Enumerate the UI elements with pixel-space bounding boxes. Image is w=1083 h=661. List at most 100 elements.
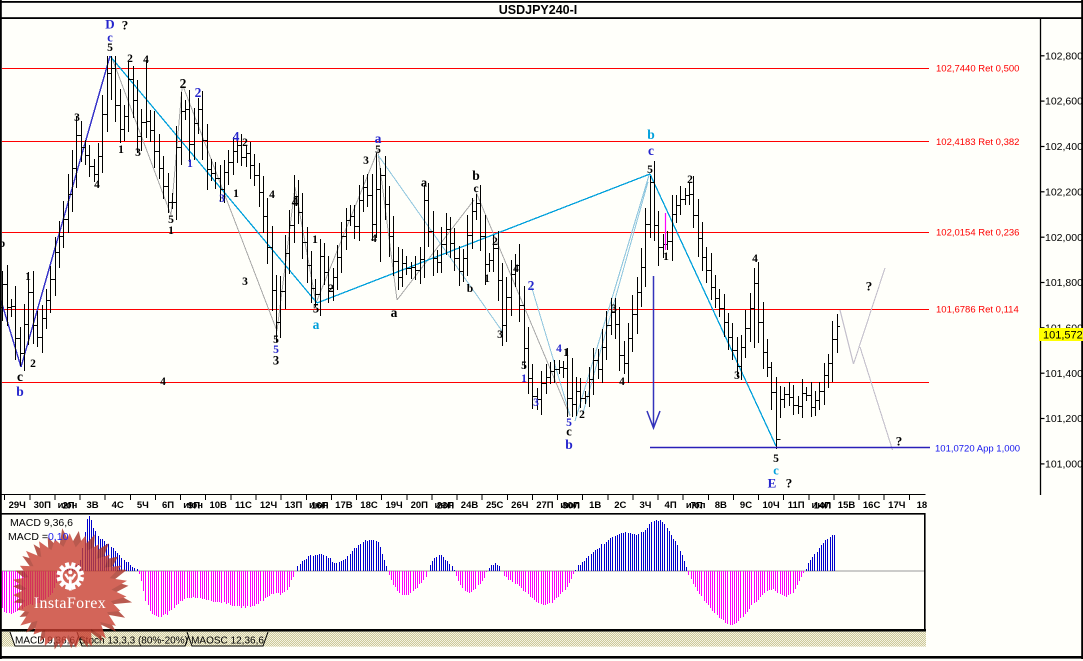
- svg-text:1: 1: [663, 251, 669, 263]
- svg-text:a: a: [391, 305, 398, 320]
- svg-text:11С: 11С: [235, 500, 252, 511]
- svg-text:Stoch 13,3,3 (80%-20%): Stoch 13,3,3 (80%-20%): [79, 636, 188, 647]
- svg-text:4: 4: [513, 263, 519, 275]
- svg-text:b: b: [472, 168, 480, 183]
- svg-text:июл: июл: [812, 500, 832, 511]
- svg-text:1: 1: [563, 347, 569, 359]
- svg-text:4: 4: [143, 54, 149, 66]
- svg-text:26Ч: 26Ч: [511, 500, 529, 511]
- svg-text:июн: июн: [183, 500, 203, 511]
- svg-text:30П: 30П: [562, 501, 580, 512]
- svg-text:10В: 10В: [209, 500, 227, 511]
- svg-text:7П: 7П: [691, 501, 703, 512]
- svg-text:102,800: 102,800: [1045, 50, 1083, 62]
- svg-text:a: a: [421, 176, 428, 190]
- svg-text:5: 5: [168, 214, 174, 226]
- svg-text:101,6786 Ret 0,114: 101,6786 Ret 0,114: [936, 305, 1019, 316]
- svg-text:5Ч: 5Ч: [137, 500, 149, 511]
- svg-text:2: 2: [687, 174, 693, 186]
- svg-text:102,7440 Ret 0,500: 102,7440 Ret 0,500: [936, 64, 1019, 75]
- svg-text:18С: 18С: [360, 500, 378, 511]
- svg-text:3: 3: [611, 303, 617, 315]
- svg-text:25С: 25С: [486, 500, 504, 511]
- svg-text:1: 1: [168, 225, 174, 237]
- svg-text:2: 2: [242, 137, 248, 149]
- svg-text:2П: 2П: [62, 501, 74, 512]
- svg-text:13П: 13П: [285, 500, 303, 511]
- svg-text:1: 1: [25, 271, 31, 283]
- svg-text:14П: 14П: [814, 501, 832, 512]
- svg-text:29Ч: 29Ч: [9, 500, 27, 511]
- svg-text:c: c: [773, 464, 779, 478]
- svg-text:102,600: 102,600: [1045, 96, 1083, 108]
- svg-text:17Ч: 17Ч: [888, 500, 906, 511]
- svg-text:1: 1: [312, 234, 318, 246]
- svg-text:3: 3: [74, 112, 80, 124]
- svg-text:b: b: [16, 384, 24, 399]
- svg-text:2: 2: [328, 283, 334, 295]
- svg-text:июл: июл: [560, 500, 580, 511]
- svg-text:b: b: [565, 437, 573, 452]
- svg-text:4: 4: [94, 179, 100, 191]
- svg-text:11П: 11П: [788, 500, 805, 511]
- svg-text:c: c: [107, 31, 113, 45]
- svg-text:2: 2: [195, 85, 202, 100]
- svg-text:5: 5: [521, 360, 527, 372]
- svg-text:8В: 8В: [715, 500, 727, 511]
- svg-text:5: 5: [107, 42, 113, 54]
- svg-text:102,400: 102,400: [1045, 141, 1083, 153]
- svg-text:4: 4: [371, 233, 377, 245]
- svg-text:4С: 4С: [112, 500, 124, 511]
- svg-text:1: 1: [233, 188, 239, 200]
- svg-text:c: c: [473, 183, 478, 195]
- svg-text:4: 4: [269, 189, 275, 201]
- svg-text:MACD 9,36,6: MACD 9,36,6: [10, 517, 73, 529]
- svg-text:1: 1: [484, 273, 490, 285]
- svg-text:июл: июл: [686, 500, 706, 511]
- svg-text:101,800: 101,800: [1045, 277, 1083, 289]
- svg-text:5: 5: [773, 453, 779, 465]
- svg-text:3: 3: [533, 397, 539, 409]
- svg-text:3: 3: [219, 193, 225, 205]
- svg-text:3: 3: [273, 354, 279, 368]
- svg-text:1: 1: [521, 373, 527, 385]
- svg-text:24В: 24В: [461, 500, 479, 511]
- svg-text:июн: июн: [309, 500, 329, 511]
- svg-text:17В: 17В: [335, 500, 353, 511]
- svg-text:101,0720 App 1,000: 101,0720 App 1,000: [935, 444, 1020, 455]
- svg-text:a: a: [375, 131, 382, 146]
- svg-text:2С: 2С: [614, 500, 626, 511]
- svg-text:27П: 27П: [536, 500, 554, 511]
- svg-text:9С: 9С: [740, 500, 752, 511]
- svg-text:3: 3: [242, 276, 248, 288]
- svg-text:?: ?: [786, 476, 793, 491]
- svg-text:6П: 6П: [162, 500, 174, 511]
- svg-text:101,572: 101,572: [1043, 330, 1083, 342]
- svg-text:1: 1: [187, 158, 193, 170]
- svg-text:MAOSC 12,36,6: MAOSC 12,36,6: [191, 636, 264, 647]
- svg-text:18: 18: [917, 500, 928, 511]
- svg-text:c: c: [566, 425, 572, 439]
- svg-text:2: 2: [492, 236, 498, 248]
- svg-text:30П: 30П: [34, 500, 52, 511]
- svg-text:4: 4: [752, 253, 758, 265]
- svg-text:10Ч: 10Ч: [762, 500, 780, 511]
- svg-text:b: b: [0, 238, 5, 250]
- svg-text:12Ч: 12Ч: [260, 500, 278, 511]
- svg-text:c: c: [648, 143, 654, 158]
- svg-text:b: b: [467, 283, 473, 295]
- svg-text:июн: июн: [435, 500, 455, 511]
- svg-text:?: ?: [896, 434, 903, 449]
- svg-text:InstaForex: InstaForex: [34, 595, 106, 612]
- svg-text:b: b: [647, 127, 655, 142]
- svg-text:20П: 20П: [411, 500, 429, 511]
- svg-text:101,000: 101,000: [1045, 459, 1083, 471]
- svg-text:3: 3: [135, 147, 141, 159]
- svg-text:9П: 9П: [188, 501, 200, 512]
- svg-text:2: 2: [528, 278, 535, 293]
- svg-text:4: 4: [233, 129, 240, 144]
- svg-text:5: 5: [566, 417, 572, 429]
- svg-text:E: E: [768, 476, 777, 491]
- svg-text:4: 4: [619, 376, 625, 388]
- svg-text:5: 5: [273, 344, 279, 356]
